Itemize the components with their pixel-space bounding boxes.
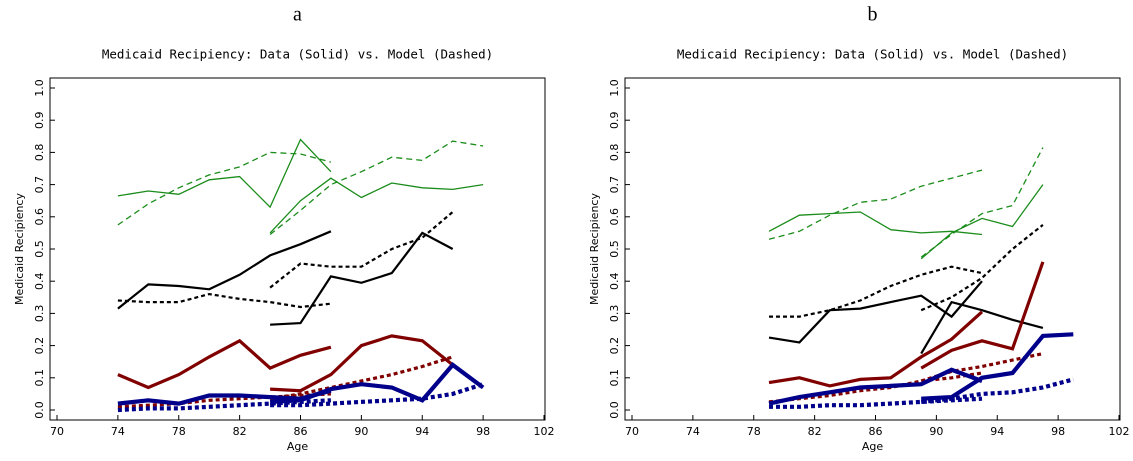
x-tick-label: 86 bbox=[294, 425, 308, 438]
series-line bbox=[921, 332, 1074, 401]
series-line bbox=[269, 177, 484, 234]
y-tick-label: 0.3 bbox=[33, 305, 46, 323]
series-line bbox=[117, 338, 332, 390]
x-tick-label: 70 bbox=[50, 425, 64, 438]
y-tick-label: 0.5 bbox=[33, 240, 46, 258]
series-line bbox=[768, 367, 983, 406]
x-tick-label: 90 bbox=[354, 425, 368, 438]
plot-frame bbox=[49, 77, 546, 421]
series-line bbox=[270, 231, 454, 326]
y-axis-label: Medicaid Recipiency bbox=[588, 193, 601, 305]
x-tick-label: 102 bbox=[1109, 425, 1130, 438]
y-tick-label: 0.1 bbox=[33, 369, 46, 387]
series-line bbox=[269, 355, 454, 401]
y-tick-label: 0.6 bbox=[608, 208, 621, 226]
y-axis-label: Medicaid Recipiency bbox=[13, 193, 26, 305]
series-line bbox=[768, 169, 983, 240]
y-tick-label: 0.8 bbox=[33, 144, 46, 162]
x-tick-label: 94 bbox=[990, 425, 1004, 438]
series-line bbox=[920, 147, 1044, 258]
y-tick-label: 0.2 bbox=[33, 337, 46, 355]
x-tick-label: 70 bbox=[625, 425, 639, 438]
series-line bbox=[117, 151, 332, 226]
series-line bbox=[768, 280, 983, 344]
y-tick-label: 0.7 bbox=[608, 176, 621, 194]
y-tick-label: 0.0 bbox=[608, 401, 621, 419]
y-tick-label: 0.4 bbox=[33, 272, 46, 290]
series-line bbox=[117, 230, 332, 310]
y-tick-label: 0.4 bbox=[608, 272, 621, 290]
series-line bbox=[920, 261, 1045, 370]
y-tick-label: 0.9 bbox=[33, 111, 46, 129]
x-tick-label: 78 bbox=[747, 425, 761, 438]
series-line bbox=[117, 292, 332, 309]
x-tick-label: 94 bbox=[415, 425, 429, 438]
x-tick-label: 90 bbox=[929, 425, 943, 438]
panel: b Medicaid Recipiency: Data (Solid) vs. M… bbox=[588, 4, 1130, 453]
x-tick-label: 82 bbox=[808, 425, 822, 438]
series-line bbox=[269, 362, 485, 404]
x-axis-label: Age bbox=[287, 440, 309, 453]
x-tick-label: 78 bbox=[172, 425, 186, 438]
series-line bbox=[270, 382, 484, 408]
panel: a Medicaid Recipiency: Data (Solid) vs. M… bbox=[13, 4, 555, 453]
y-tick-label: 0.6 bbox=[33, 208, 46, 226]
series-line bbox=[117, 138, 332, 209]
plot-frame bbox=[624, 77, 1121, 421]
x-tick-label: 82 bbox=[233, 425, 247, 438]
x-tick-label: 74 bbox=[111, 425, 125, 438]
y-tick-label: 0.3 bbox=[608, 305, 621, 323]
x-tick-label: 98 bbox=[476, 425, 490, 438]
y-tick-label: 0.7 bbox=[33, 176, 46, 194]
series-line bbox=[920, 224, 1044, 312]
series-line bbox=[920, 184, 1044, 260]
x-tick-label: 86 bbox=[869, 425, 883, 438]
series-line bbox=[117, 398, 332, 413]
y-tick-label: 1.0 bbox=[608, 79, 621, 97]
series-line bbox=[270, 334, 454, 393]
y-tick-label: 0.1 bbox=[608, 369, 621, 387]
x-tick-label: 74 bbox=[686, 425, 700, 438]
y-tick-label: 0.8 bbox=[608, 144, 621, 162]
series-line bbox=[768, 211, 983, 236]
series-line bbox=[269, 140, 484, 236]
y-tick-label: 0.9 bbox=[608, 111, 621, 129]
series-line bbox=[920, 377, 1074, 404]
series-line bbox=[768, 310, 984, 388]
series-line bbox=[117, 392, 331, 409]
panel-label: a bbox=[293, 4, 302, 26]
chart-title: Medicaid Recipiency: Data (Solid) vs. Mo… bbox=[102, 47, 493, 62]
chart-title: Medicaid Recipiency: Data (Solid) vs. Mo… bbox=[677, 47, 1068, 62]
y-tick-label: 1.0 bbox=[33, 79, 46, 97]
series-line bbox=[117, 388, 332, 406]
x-tick-label: 102 bbox=[534, 425, 555, 438]
series-line bbox=[269, 211, 454, 289]
y-tick-label: 0.2 bbox=[608, 337, 621, 355]
panel-label: b bbox=[868, 4, 878, 26]
y-tick-label: 0.5 bbox=[608, 240, 621, 258]
x-axis-label: Age bbox=[862, 440, 884, 453]
series-line bbox=[769, 265, 983, 318]
x-tick-label: 98 bbox=[1051, 425, 1065, 438]
series-line bbox=[769, 396, 983, 409]
y-tick-label: 0.0 bbox=[33, 401, 46, 419]
